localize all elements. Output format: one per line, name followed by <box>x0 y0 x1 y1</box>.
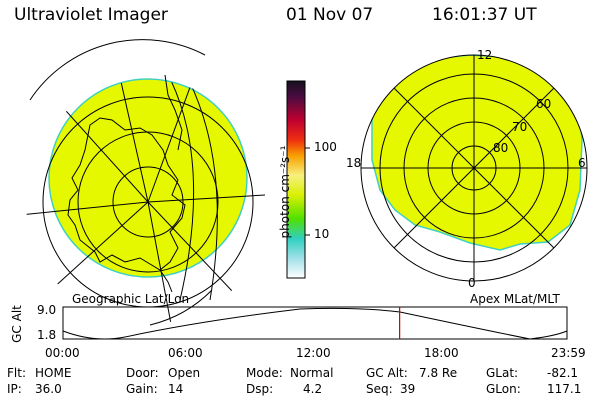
colorbar-tick-10: 10 <box>314 227 330 241</box>
mlat-label-80: 80 <box>493 141 509 155</box>
mode-label: Mode: <box>246 366 283 380</box>
gcalt-label: GC Alt: <box>366 366 408 380</box>
gain-label: Gain: <box>126 382 158 396</box>
dsp-label: Dsp: <box>246 382 274 396</box>
header-time: 16:01:37 UT <box>432 5 537 25</box>
instrument-title: Ultraviolet Imager <box>14 5 168 25</box>
altitude-plot <box>62 306 568 340</box>
geographic-aurora-disk <box>48 78 248 278</box>
time-tick-1800: 18:00 <box>424 346 459 360</box>
altitude-ylabel: GC Alt <box>10 305 24 343</box>
flt-value: HOME <box>35 366 72 380</box>
mlt-label-6: 6 <box>578 156 586 170</box>
gcalt-value: 7.8 Re <box>419 366 458 380</box>
mlt-label-18: 18 <box>346 156 362 170</box>
mode-value: Normal <box>290 366 334 380</box>
time-tick-2359: 23:59 <box>551 346 586 360</box>
geographic-caption: Geographic Lat/Lon <box>72 292 190 306</box>
glon-value: 117.1 <box>547 382 582 396</box>
dsp-value: 4.2 <box>303 382 323 396</box>
time-tick-0000: 00:00 <box>45 346 80 360</box>
altitude-ymax: 9.0 <box>37 303 57 317</box>
flt-label: Flt: <box>7 366 26 380</box>
colorbar-tick-100: 100 <box>314 140 337 154</box>
time-tick-0600: 06:00 <box>168 346 203 360</box>
door-label: Door: <box>126 366 159 380</box>
altitude-curve <box>62 307 568 340</box>
seq-value: 39 <box>400 382 416 396</box>
mlt-label-12: 12 <box>477 48 493 62</box>
gain-value: 14 <box>168 382 184 396</box>
header-date: 01 Nov 07 <box>286 5 374 25</box>
ip-value: 36.0 <box>35 382 62 396</box>
glat-label: GLat: <box>486 366 519 380</box>
seq-label: Seq: <box>366 382 393 396</box>
mlat-label-60: 60 <box>536 97 552 111</box>
door-value: Open <box>168 366 201 380</box>
mlt-label-0: 0 <box>468 276 476 290</box>
magnetic-grid <box>360 54 588 282</box>
glon-label: GLon: <box>486 382 521 396</box>
time-tick-1200: 12:00 <box>296 346 331 360</box>
ip-label: IP: <box>7 382 22 396</box>
glat-value: -82.1 <box>547 366 579 380</box>
altitude-ymin: 1.8 <box>37 328 57 342</box>
colorbar <box>286 80 310 279</box>
magnetic-caption: Apex MLat/MLT <box>470 292 560 306</box>
mlat-label-70: 70 <box>512 120 528 134</box>
